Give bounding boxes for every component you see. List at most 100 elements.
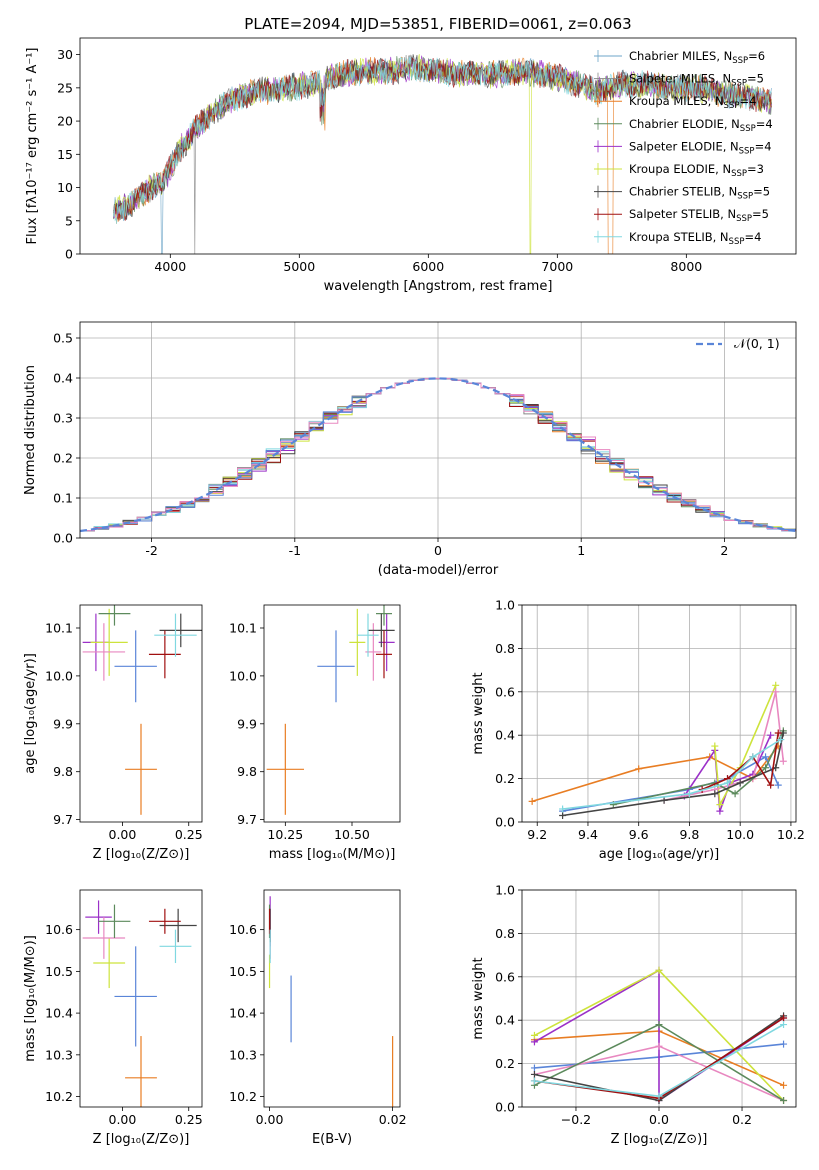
- legend-subscript: SSP: [731, 169, 747, 179]
- x-tick-label: 10.50: [334, 827, 370, 842]
- y-tick-label: 0.6: [495, 969, 515, 984]
- weight-point: [655, 1021, 663, 1029]
- legend-suffix: =5: [752, 207, 769, 221]
- x-tick-label: 9.2: [527, 827, 547, 842]
- y-tick-label: 9.8: [237, 764, 257, 779]
- weight-point: [780, 1021, 788, 1029]
- legend-suffix: =4: [744, 230, 761, 244]
- legend-suffix: =5: [747, 72, 764, 86]
- x-tick-label: 10.0: [726, 827, 754, 842]
- legend-suffix: =6: [748, 49, 765, 63]
- y-axis-label: Flux [fλ10⁻¹⁷ erg cm⁻² s⁻¹ A⁻¹]: [25, 48, 40, 245]
- x-tick-label: 10.25: [267, 827, 303, 842]
- weight-point: [660, 796, 668, 804]
- y-tick-label: 10.4: [45, 1006, 73, 1021]
- weight-point: [772, 688, 780, 696]
- y-tick-label: 0.8: [495, 926, 515, 941]
- x-axis-label: E(B-V): [312, 1132, 352, 1147]
- panel-age-vs-Z: 0.00 0.25 9.7 9.8 9.9 10.0 10.1 Z [log₁₀(Z/Z⊙)]…: [23, 604, 203, 862]
- weight-point: [736, 779, 744, 787]
- legend-label: Chabrier ELODIE, N: [629, 117, 740, 131]
- weight-point: [635, 765, 643, 773]
- x-tick-label: −0.2: [561, 1112, 591, 1127]
- weight-point: [731, 790, 739, 798]
- weight-point: [774, 781, 782, 789]
- y-tick-label: 0.4: [53, 371, 73, 386]
- legend-entry: Salpeter STELIB, NSSP=5: [629, 207, 769, 224]
- y-tick-label: 10.1: [45, 620, 73, 635]
- legend-suffix: =4: [756, 117, 773, 131]
- plot-area-mass-vs-EBV: [268, 896, 394, 1107]
- x-tick-label: 8000: [670, 259, 702, 274]
- x-tick-label: -1: [289, 543, 301, 558]
- x-axis-label: mass [log₁₀(M/M⊙)]: [269, 847, 396, 862]
- weight-line: [562, 732, 785, 817]
- y-tick-label: 9.7: [237, 812, 257, 827]
- y-tick-label: 20: [57, 114, 73, 129]
- y-tick-label: 10.1: [229, 620, 257, 635]
- weight-point: [772, 681, 780, 689]
- weight-point: [655, 1042, 663, 1050]
- weight-point: [762, 764, 770, 772]
- x-axis-label: Z [log₁₀(Z/Z⊙)]: [611, 1132, 708, 1147]
- weight-point: [724, 779, 731, 787]
- weight-point: [780, 1081, 788, 1089]
- x-tick-label: 10.2: [777, 827, 805, 842]
- y-axis-label: mass [log₁₀(M/M⊙)]: [23, 935, 38, 1062]
- x-tick-label: 0.25: [175, 827, 203, 842]
- y-tick-label: 0.2: [53, 451, 73, 466]
- weight-point: [716, 807, 724, 815]
- y-tick-label: 9.9: [53, 716, 73, 731]
- weight-point: [655, 966, 663, 974]
- weight-point: [774, 729, 782, 737]
- axes-frame: [79, 37, 797, 255]
- weight-point: [767, 731, 775, 739]
- y-tick-label: 0.5: [53, 331, 73, 346]
- weight-point: [762, 753, 770, 761]
- legend-entry: Chabrier MILES, NSSP=6: [629, 49, 765, 66]
- y-tick-label: 0: [65, 247, 73, 262]
- legend-subscript: SSP: [724, 101, 740, 111]
- x-tick-label: 0.00: [256, 1112, 284, 1127]
- weight-point: [530, 1077, 538, 1085]
- weight-point: [559, 811, 567, 819]
- legend-label: Chabrier STELIB, N: [629, 185, 737, 199]
- y-tick-label: 1.0: [495, 883, 515, 898]
- panel-weight-vs-age: 9.2 9.4 9.6 9.8 10.0 10.2 0.0 0.2 0.4 0.6 0.8 1.0 ag…: [471, 598, 805, 863]
- y-tick-label: 0.2: [495, 1056, 515, 1071]
- weight-point: [777, 736, 785, 744]
- y-tick-label: 10.5: [229, 964, 257, 979]
- x-tick-label: 4000: [154, 259, 186, 274]
- weight-line: [714, 684, 777, 808]
- panel-spectrum: 4000 5000 6000 7000 8000 0 5 10 15 20 25 30 waveleng…: [25, 15, 797, 294]
- legend-subscript: SSP: [739, 146, 755, 156]
- weight-point: [711, 742, 719, 750]
- panel-mass-vs-EBV: 0.00 0.02 10.2 10.3 10.4 10.5 10.6 E(B-V): [229, 889, 407, 1147]
- x-tick-label: 0: [434, 543, 442, 558]
- x-tick-label: 0.02: [379, 1112, 407, 1127]
- legend-subscript: SSP: [736, 214, 752, 224]
- legend-entry: Chabrier STELIB, NSSP=5: [629, 185, 770, 202]
- weight-point: [711, 790, 719, 798]
- legend-entry: Salpeter MILES, NSSP=5: [629, 72, 764, 89]
- x-tick-label: 0.00: [109, 1112, 137, 1127]
- y-axis-label: mass weight: [471, 957, 486, 1039]
- spectrum-line: [113, 57, 772, 221]
- weight-point: [716, 801, 724, 809]
- weight-point: [530, 1070, 538, 1078]
- y-tick-label: 10.3: [229, 1047, 257, 1062]
- x-tick-label: 0.00: [109, 827, 137, 842]
- legend-label: Kroupa MILES, N: [629, 94, 724, 108]
- y-tick-label: 10.2: [45, 1089, 73, 1104]
- x-axis-label: (data-model)/error: [378, 563, 499, 578]
- plot-area-weight-vs-age: [528, 681, 787, 819]
- y-tick-label: 10.2: [229, 1089, 257, 1104]
- weight-point: [655, 1092, 663, 1100]
- legend-suffix: =3: [747, 162, 764, 176]
- x-tick-label: 0.0: [649, 1112, 669, 1127]
- x-axis-label: Z [log₁₀(Z/Z⊙)]: [93, 847, 190, 862]
- panel-residuals: -2 -1 0 1 2 0.0 0.1 0.2 0.3 0.4 0.5 (data-model)/er…: [23, 321, 797, 578]
- plot-area-spectrum: [113, 54, 772, 254]
- panel-age-vs-mass: 10.25 10.50 9.7 9.8 9.9 10.0 10.1 mass [log₁₀(M…: [229, 604, 401, 862]
